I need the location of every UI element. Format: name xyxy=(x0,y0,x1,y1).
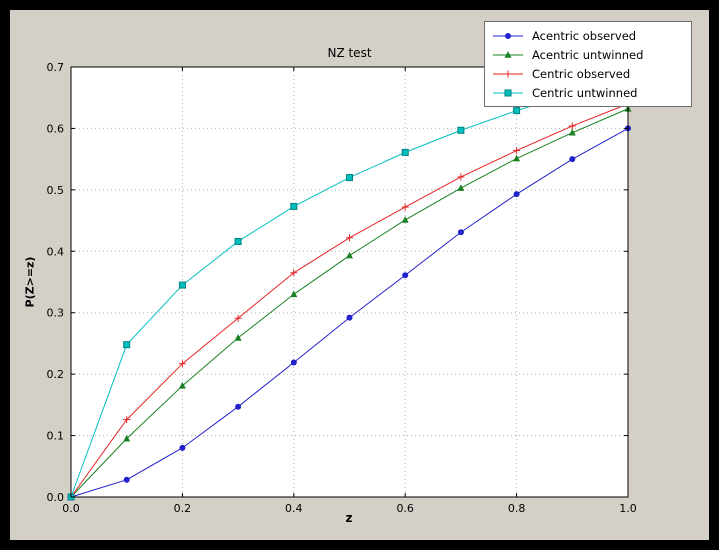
legend: Acentric observed Acentric untwinned Centr… xyxy=(484,21,692,107)
square-marker xyxy=(123,341,131,349)
figure-canvas: 0.0 0.2 0.4 0.6 0.8 1.0 0.0 0.1 0.2 0.3 0.4 0.5 0.6 0… xyxy=(10,10,709,540)
circle-marker xyxy=(235,403,242,410)
triangle-marker xyxy=(123,434,131,442)
triangle-marker xyxy=(504,50,512,58)
legend-entry: Centric untwinned xyxy=(491,83,685,102)
triangle-marker xyxy=(234,334,242,341)
triangle-marker xyxy=(178,382,186,389)
triangle-marker xyxy=(290,290,298,298)
legend-label: Centric observed xyxy=(532,66,631,81)
x-tick-label: 0.6 xyxy=(396,502,414,515)
square-marker xyxy=(504,89,512,96)
x-tick-label: 0.0 xyxy=(62,502,80,515)
y-tick-label: 0.6 xyxy=(47,122,65,135)
legend-sample xyxy=(493,32,523,39)
legend-sample xyxy=(493,89,523,96)
y-tick-label: 0.2 xyxy=(47,368,65,381)
circle-marker xyxy=(123,476,130,483)
square-marker xyxy=(513,107,521,115)
y-tick-label: 0.4 xyxy=(47,245,65,258)
y-tick-label: 0.1 xyxy=(47,430,65,443)
legend-label: Acentric observed xyxy=(532,28,637,43)
x-tick-label: 0.2 xyxy=(174,502,192,515)
triangle-marker xyxy=(346,251,353,259)
legend-label: Centric untwinned xyxy=(532,85,638,100)
square-marker xyxy=(457,126,465,134)
legend-entry: Acentric untwinned xyxy=(491,45,685,64)
axes-frame xyxy=(70,66,629,498)
circle-marker xyxy=(179,444,186,451)
triangle-marker xyxy=(568,128,576,136)
series-acentric-untwinned xyxy=(67,104,632,500)
legend-entry: Centric observed xyxy=(491,64,685,83)
circle-marker xyxy=(457,229,464,236)
circle-marker xyxy=(346,314,353,321)
circle-marker xyxy=(402,272,409,279)
triangle-marker xyxy=(457,184,465,191)
square-marker xyxy=(346,174,353,182)
legend-label: Acentric untwinned xyxy=(532,47,644,62)
triangle-marker xyxy=(401,216,409,223)
circle-marker xyxy=(290,359,297,366)
circle-marker xyxy=(513,191,520,198)
square-marker xyxy=(290,202,298,210)
chart-title: NZ test xyxy=(327,46,372,60)
plot-area xyxy=(71,67,628,497)
legend-sample xyxy=(493,70,523,77)
x-axis-label: z xyxy=(345,511,353,525)
y-tick-label: 0.5 xyxy=(47,184,65,197)
y-axis-label: P(Z>=z) xyxy=(23,256,37,308)
x-tick-label: 1.0 xyxy=(619,502,637,515)
legend-sample xyxy=(493,50,523,58)
triangle-marker xyxy=(513,154,521,162)
plot-svg: 0.0 0.2 0.4 0.6 0.8 1.0 0.0 0.1 0.2 0.3 0.4 0.5 0.6 0… xyxy=(47,61,637,515)
y-tick-label: 0.3 xyxy=(47,307,65,320)
x-tick-label: 0.4 xyxy=(285,502,303,515)
y-tick-label: 0.7 xyxy=(47,61,65,74)
legend-entry: Acentric observed xyxy=(491,26,685,45)
series-acentric-observed xyxy=(68,125,631,500)
circle-marker xyxy=(505,32,511,39)
square-marker xyxy=(178,281,186,289)
y-tick-label: 0.0 xyxy=(47,491,65,504)
square-marker xyxy=(234,237,242,245)
square-marker xyxy=(401,148,409,156)
x-tick-label: 0.8 xyxy=(508,502,526,515)
circle-marker xyxy=(569,156,576,163)
